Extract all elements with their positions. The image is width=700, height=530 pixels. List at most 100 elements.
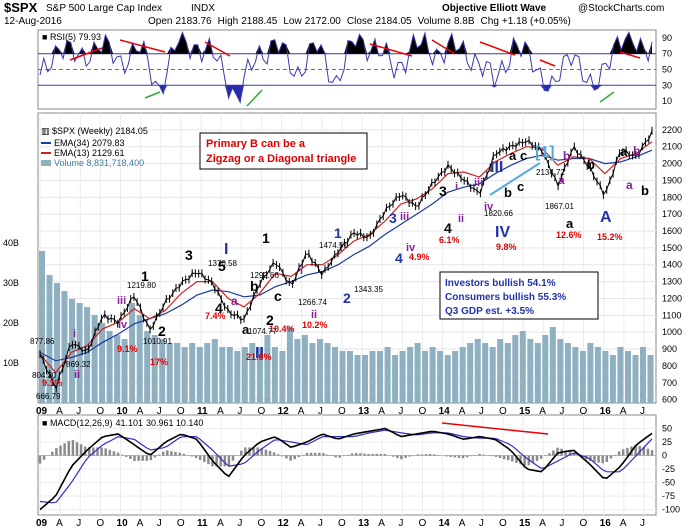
rsi-trendline-green bbox=[144, 91, 161, 99]
price-xtick-label: A bbox=[620, 406, 627, 417]
wave-label: iv bbox=[484, 201, 494, 213]
volume-bar bbox=[625, 351, 631, 403]
volume-bar bbox=[234, 351, 241, 403]
price-xtick-label: J bbox=[559, 406, 564, 417]
volume-legend: Volume 8,831,718,400 bbox=[54, 158, 144, 168]
rsi-trendline-red bbox=[479, 41, 516, 56]
price-panel: 600 700 800 900 1000 1100 1200 1300 1400 1500 1600… bbox=[3, 112, 682, 405]
volume-bar bbox=[91, 315, 98, 403]
price-ytick-label: 700 bbox=[662, 378, 677, 388]
volume-ytick-label: 10B bbox=[3, 358, 19, 368]
wave-label: iv bbox=[406, 242, 416, 254]
volume-bar bbox=[489, 347, 496, 403]
wave-label: III bbox=[490, 159, 503, 176]
macd-trendline-red bbox=[441, 422, 549, 435]
chart-name: S&P 500 Large Cap Index bbox=[46, 3, 162, 14]
macd-xtick-label: J bbox=[398, 518, 403, 529]
price-xtick-label: 11 bbox=[197, 406, 208, 417]
wave-label: A bbox=[600, 209, 612, 226]
volume-bar bbox=[452, 351, 459, 403]
chart-symbol: $SPX bbox=[4, 0, 38, 15]
price-ytick-label: 900 bbox=[662, 344, 677, 354]
wave-label: 3 bbox=[439, 183, 447, 199]
macd-xtick-label: 13 bbox=[358, 518, 370, 529]
volume-bar bbox=[181, 347, 188, 403]
price-label: 1474.51 bbox=[319, 241, 348, 250]
volume-bar bbox=[39, 251, 45, 403]
macd-xtick-label: O bbox=[499, 518, 507, 529]
rsi-line bbox=[39, 30, 653, 105]
price-xtick-label: O bbox=[257, 406, 265, 417]
volume-bar bbox=[114, 335, 121, 403]
macd-ytick-label: -50 bbox=[662, 478, 675, 488]
volume-bar bbox=[512, 335, 519, 403]
macd-xtick-label: A bbox=[217, 518, 224, 529]
price-ytick-label: 1000 bbox=[662, 327, 682, 337]
percent-label: 10.4% bbox=[269, 324, 295, 334]
price-xtick-label: 12 bbox=[278, 406, 290, 417]
price-xtick-label: A bbox=[539, 406, 546, 417]
gdp-note: Q3 GDP est. +3.5% bbox=[445, 306, 534, 317]
volume-bar bbox=[174, 343, 181, 403]
volume-bar bbox=[46, 275, 53, 403]
rsi-legend-marker: ■ bbox=[42, 32, 50, 42]
volume-bar bbox=[309, 343, 316, 403]
macd-xtick-label: A bbox=[459, 518, 466, 529]
macd-xtick-label: 16 bbox=[600, 518, 612, 529]
volume-bar bbox=[166, 343, 173, 403]
volume-bar bbox=[294, 339, 301, 403]
volume-bar bbox=[159, 339, 166, 403]
wave-label: iii bbox=[400, 211, 409, 223]
price-xtick-label: J bbox=[318, 406, 323, 417]
macd-xtick-label: 14 bbox=[439, 518, 451, 529]
close-label: Close bbox=[347, 16, 373, 27]
price-xtick-label: J bbox=[398, 406, 403, 417]
rsi-ytick-label: 30 bbox=[662, 80, 672, 90]
price-ytick-label: 1900 bbox=[662, 175, 682, 185]
volume-ytick-label: 30B bbox=[3, 278, 19, 288]
price-ytick-label: 1300 bbox=[662, 277, 682, 287]
wave-label: I bbox=[224, 241, 228, 258]
volume-ytick-label: 20B bbox=[3, 318, 19, 328]
volume-bar bbox=[459, 347, 466, 403]
macd-legend-icon: ■ bbox=[42, 418, 50, 428]
wave-label: a bbox=[626, 178, 633, 192]
macd-xtick-label: J bbox=[559, 518, 564, 529]
price-label: 804.30 bbox=[32, 371, 57, 380]
low-value: 2172.00 bbox=[305, 16, 342, 27]
price-ytick-label: 600 bbox=[662, 395, 677, 405]
cyan-trendline bbox=[489, 162, 541, 196]
rsi-legend: ■ RSI(5) 79.93 bbox=[42, 32, 101, 42]
macd-xtick-label: 12 bbox=[278, 518, 290, 529]
macd-xtick-label: J bbox=[318, 518, 323, 529]
price-label: 1343.35 bbox=[354, 285, 383, 294]
price-xtick-label: O bbox=[580, 406, 588, 417]
price-ytick-label: 1200 bbox=[662, 293, 682, 303]
macd-xtick-label: J bbox=[640, 518, 645, 529]
price-xtick-label: O bbox=[499, 406, 507, 417]
macd-panel: -100 -75 -50 -25 0 25 50 ■ MACD(12,26,9) 41.101… bbox=[37, 414, 680, 516]
macd-xtick-label: A bbox=[620, 518, 627, 529]
volume-bar bbox=[617, 347, 624, 403]
macd-xtick-label: J bbox=[479, 518, 484, 529]
wave-label: 1 bbox=[141, 268, 149, 284]
volume-bar bbox=[362, 355, 368, 403]
wave-label: 4 bbox=[395, 250, 403, 266]
rsi-panel: 10 30 50 70 90 ■ RSI(5) 79.93 bbox=[37, 29, 672, 110]
volume-bar bbox=[632, 355, 639, 403]
wave-label: c bbox=[517, 179, 524, 194]
wave-label: a bbox=[231, 294, 238, 308]
macd-ytick-label: -25 bbox=[662, 464, 675, 474]
source-credit: @StockCharts.com bbox=[578, 3, 664, 14]
macd-xtick-label: J bbox=[76, 518, 81, 529]
volume-bar bbox=[564, 343, 571, 403]
investors-note: Investors bullish 54.1% bbox=[445, 278, 556, 289]
price-xtick-label: 15 bbox=[519, 406, 531, 417]
wave-label: b bbox=[250, 278, 259, 294]
price-label: 666.79 bbox=[36, 392, 61, 401]
percent-label: 21.6% bbox=[246, 352, 272, 362]
price-legend-icon: ▥ bbox=[41, 126, 52, 136]
macd-ytick-label: -75 bbox=[662, 491, 675, 501]
volume-bar bbox=[324, 343, 331, 403]
volume-bar bbox=[226, 347, 233, 403]
